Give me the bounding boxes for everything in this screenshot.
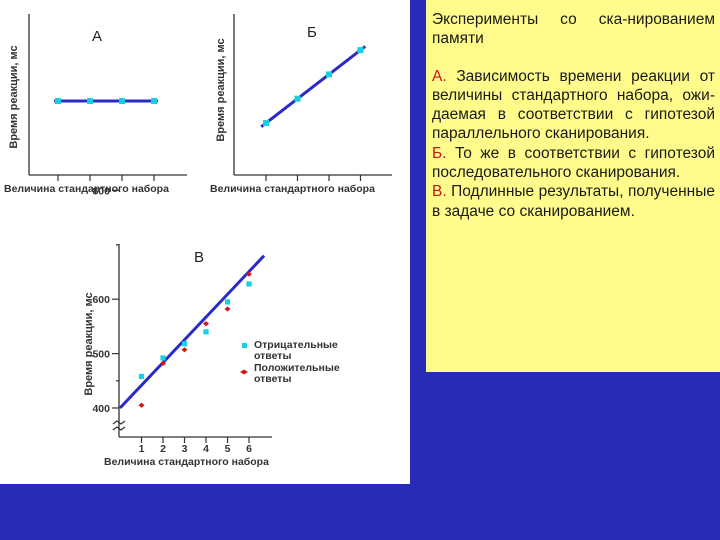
caption-letter-c: В. xyxy=(432,183,447,201)
panel-c-xlabel: Величина стандартного набора xyxy=(104,456,269,468)
panel-c-negative-point xyxy=(246,281,252,287)
panel-c-x-tick-label: 4 xyxy=(203,443,209,455)
panel-c: В Время реакции, мс Величина стандартног… xyxy=(83,185,340,468)
pa-data-point xyxy=(55,98,61,104)
pb-data-point xyxy=(326,71,332,78)
panel-b: Б Время реакции, мс Величина стандартног… xyxy=(210,14,392,195)
caption-text-c: Подлинные результаты, полученные в задач… xyxy=(432,183,715,220)
caption-text-block: Эксперименты со ска-нированием памяти А.… xyxy=(432,2,715,221)
panel-c-negative-point xyxy=(181,341,188,347)
panel-c-positive-point xyxy=(246,271,252,277)
panel-b-ylabel: Время реакции, мс xyxy=(215,38,227,141)
pa-data-point xyxy=(87,98,93,104)
panel-c-negative-point xyxy=(224,299,231,305)
panel-c-negative-point xyxy=(203,329,209,335)
caption-panel: Эксперименты со ска-нированием памяти А.… xyxy=(426,0,720,372)
panel-c-positive-point xyxy=(224,306,231,312)
pb-data-point xyxy=(357,47,364,54)
panel-c-positive-point xyxy=(138,402,145,408)
pb-series-line xyxy=(260,45,367,128)
panel-c-y-tick-label: 500 xyxy=(92,349,110,361)
panel-c-negative-point xyxy=(138,373,145,380)
figure-panel: А Время реакции, мс Величина стандартног… xyxy=(0,0,410,484)
pa-data-point xyxy=(119,98,125,104)
caption-paragraph-b: Б. То же в соответствии с гипотезой посл… xyxy=(432,144,715,183)
pb-data-point xyxy=(294,95,301,102)
caption-paragraph-a: А. Зависимость времени реакции от величи… xyxy=(432,67,715,144)
panel-c-label: В xyxy=(194,249,204,266)
panel-c-axis-break xyxy=(112,420,126,431)
panel-b-xlabel: Величина стандартного набора xyxy=(210,183,375,195)
panel-a-ylabel: Время реакции, мс xyxy=(8,45,20,148)
legend-positive-label: Положительные ответы xyxy=(254,362,340,385)
panel-a: А Время реакции, мс Величина стандартног… xyxy=(4,14,187,195)
legend-negative-label: Отрицательные ответы xyxy=(254,339,338,362)
panel-c-y-tick-label: 600 xyxy=(92,294,110,306)
panel-c-ylabel: Время реакции, мс xyxy=(83,292,95,395)
caption-title: Эксперименты со ска-нированием памяти xyxy=(432,11,715,48)
caption-letter-b: Б. xyxy=(432,144,447,162)
panel-a-label: А xyxy=(92,28,102,45)
panel-c-positive-point xyxy=(160,360,166,366)
panel-c-positive-point xyxy=(203,321,209,327)
caption-letter-a: А. xyxy=(432,67,447,85)
caption-paragraph-c: В. Подлинные результаты, полученные в за… xyxy=(432,182,715,221)
panel-b-label: Б xyxy=(307,24,317,41)
panel-c-positive-point xyxy=(181,347,188,353)
legend-positive-marker xyxy=(240,369,248,375)
pa-data-point xyxy=(151,98,157,104)
caption-text-a: Зависимость времени реакции от величины … xyxy=(432,67,715,143)
charts-svg: А Время реакции, мс Величина стандартног… xyxy=(4,14,392,468)
panel-c-y-tick-label: 800 xyxy=(92,185,110,197)
pb-data-point xyxy=(263,120,269,126)
panel-c-fit-line xyxy=(118,254,266,410)
panel-c-negative-point xyxy=(160,355,166,361)
panel-c-x-tick-label: 5 xyxy=(225,443,231,455)
panel-c-x-tick-label: 2 xyxy=(160,443,166,455)
legend-negative-marker xyxy=(242,343,247,348)
panel-c-y-tick-label: 400 xyxy=(92,403,110,415)
panel-c-x-tick-label: 3 xyxy=(182,443,188,455)
caption-text-b: То же в соответствии с гипотезой последо… xyxy=(432,144,715,182)
panel-a-xlabel: Величина стандартного набора xyxy=(4,183,169,195)
panel-c-x-tick-label: 1 xyxy=(139,443,145,455)
panel-c-x-tick-label: 6 xyxy=(246,443,252,455)
